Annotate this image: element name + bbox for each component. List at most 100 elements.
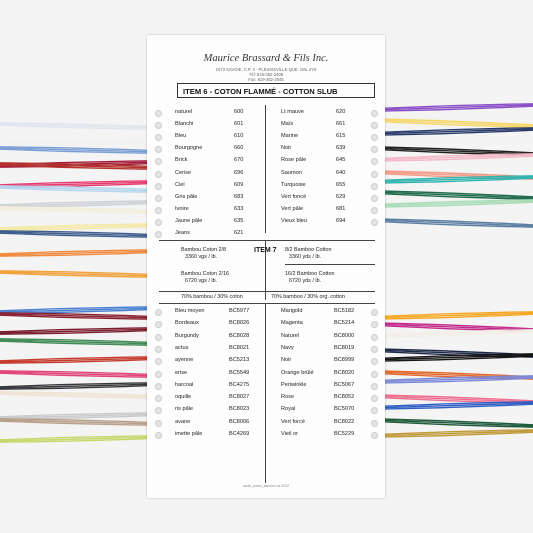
left-thread-strand — [0, 329, 161, 335]
left-thread-strand — [0, 270, 161, 276]
thread-hole — [155, 333, 162, 341]
color-name: Cerise — [175, 169, 192, 176]
item7-right-header: 70% bamboo / 30% org. cotton — [271, 294, 346, 300]
card-footer: carte_coton_flamme.ca 2022 — [242, 484, 290, 488]
item6-title: ITEM 6 - COTON FLAMMÉ - COTTON SLUB — [177, 83, 375, 98]
color-code: 600 — [234, 109, 244, 115]
color-name: Magenta — [281, 320, 303, 327]
color-name: Royal — [281, 406, 296, 413]
color-name: harcoal — [175, 381, 194, 388]
color-code: BC4275 — [229, 381, 250, 388]
color-name: Marine — [281, 133, 299, 140]
right-thread-strand — [371, 129, 533, 136]
right-thread-strand — [371, 350, 533, 358]
color-code: BC5549 — [229, 369, 250, 376]
right-thread-strand — [371, 200, 533, 207]
thread-hole — [371, 309, 378, 316]
right-thread-strand — [371, 349, 533, 357]
left-thread-strand — [0, 201, 161, 207]
thread-hole — [371, 370, 378, 378]
left-thread-strand — [0, 420, 161, 426]
left-thread-strand — [0, 249, 161, 255]
right-thread-strand — [371, 396, 533, 404]
bambou-2-8: Bambou Coton 2/8 — [181, 247, 226, 253]
color-name: Blanchi — [175, 121, 194, 128]
item7-top-rule — [159, 240, 375, 241]
right-thread-strand — [371, 419, 533, 427]
thread-hole — [155, 194, 162, 202]
right-thread-strand — [371, 313, 533, 320]
left-thread-strand — [0, 327, 161, 333]
color-code: BC5067 — [334, 381, 355, 388]
left-thread-strand — [0, 419, 161, 425]
bamboo-16-2-yardage: 6720 yds / lb. — [289, 277, 322, 284]
color-code: BC8027 — [229, 394, 250, 401]
right-thread-strand — [371, 119, 533, 127]
right-thread-strand — [371, 220, 533, 228]
color-code: BC8023 — [229, 406, 250, 413]
right-thread-strand — [371, 219, 533, 227]
bambou-2-16: Bambou Coton 2/16 — [181, 271, 229, 277]
right-thread-strand — [371, 155, 533, 162]
left-thread-strand — [0, 357, 161, 363]
right-thread-strand — [371, 120, 533, 128]
right-thread-strand — [371, 192, 533, 200]
color-name: Vert forcé — [281, 418, 305, 425]
right-thread-strand — [371, 171, 533, 179]
color-code: 640 — [336, 169, 346, 176]
right-thread-strand — [371, 331, 533, 338]
color-name: Vieil or — [281, 431, 298, 437]
color-code: 661 — [336, 121, 346, 128]
thread-hole — [371, 419, 378, 427]
thread-hole — [371, 432, 378, 439]
right-thread-strand — [371, 401, 533, 408]
right-thread-strand — [371, 201, 533, 208]
color-code: 639 — [336, 145, 346, 152]
thread-hole — [371, 321, 378, 329]
left-thread-strand — [0, 413, 161, 419]
color-name: Brick — [175, 157, 188, 164]
left-thread-strand — [0, 162, 161, 168]
left-thread-strand — [0, 122, 161, 128]
left-thread-strand — [0, 160, 161, 166]
thread-hole — [371, 122, 378, 130]
color-name: Rose pâle — [281, 157, 307, 164]
color-code: 645 — [336, 157, 346, 164]
right-thread-strand — [371, 105, 533, 112]
color-code: 696 — [234, 169, 244, 176]
thread-hole — [155, 182, 162, 190]
color-name: Burgundy — [175, 332, 199, 339]
left-thread-strand — [0, 164, 161, 170]
right-thread-strand — [371, 311, 533, 318]
color-name: Jeans — [175, 230, 190, 236]
color-name: Vieux bleu — [281, 217, 308, 224]
right-thread-strand — [371, 103, 533, 110]
right-thread-strand — [371, 118, 533, 126]
bambou-2-8-yardage: 3360 vgs / lb. — [185, 253, 218, 260]
color-name: Vert pâle — [281, 205, 304, 212]
left-thread-strand — [0, 186, 161, 192]
thread-hole — [155, 382, 162, 390]
right-thread-strand — [371, 371, 533, 379]
item7-divider — [265, 240, 266, 300]
color-name: Ciel — [175, 181, 185, 188]
color-code: BC5070 — [334, 406, 355, 413]
right-thread-strand — [371, 190, 533, 198]
right-thread-strand — [371, 199, 533, 206]
thread-hole — [155, 358, 162, 366]
left-thread-strand — [0, 383, 161, 389]
color-name: ayenne — [175, 357, 194, 364]
right-thread-strand — [371, 431, 533, 438]
color-code: 635 — [234, 217, 244, 224]
color-name: Marigold — [281, 308, 303, 314]
left-thread-strand — [0, 181, 161, 187]
right-thread-strand — [371, 370, 533, 378]
left-thread-strand — [0, 392, 161, 398]
color-name: naturel — [175, 109, 193, 115]
right-thread-strand — [371, 402, 533, 409]
left-thread-strand — [0, 382, 161, 388]
thread-hole — [371, 218, 378, 226]
fax: Fax: 819-362-2045 — [248, 77, 284, 82]
thread-hole — [155, 146, 162, 154]
left-thread-strand — [0, 356, 161, 362]
